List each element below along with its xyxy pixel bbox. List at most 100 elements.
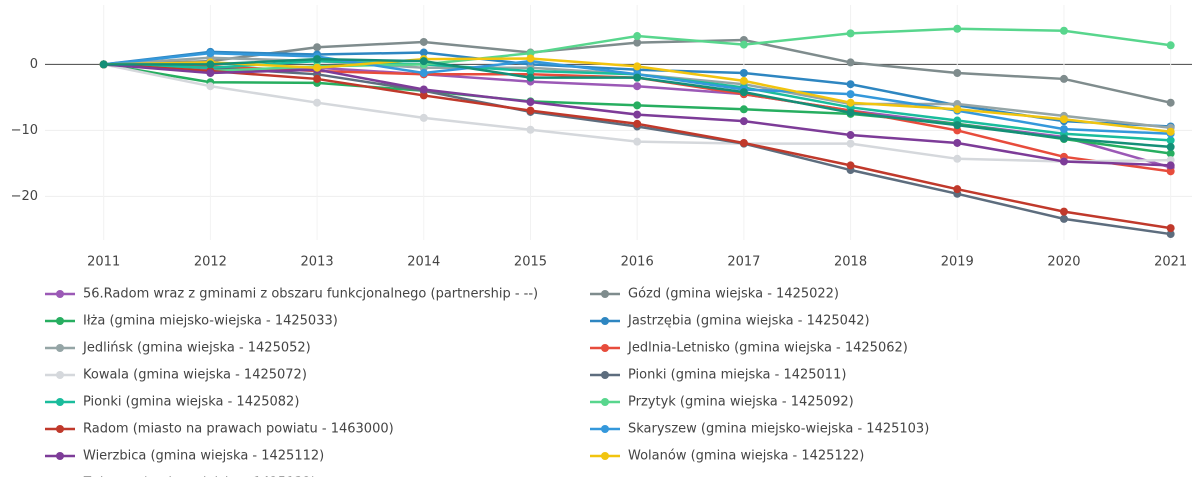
point [633, 82, 642, 91]
point [419, 57, 428, 66]
point [633, 38, 642, 47]
legend-label: Przytyk (gmina wiejska - 1425092) [628, 395, 854, 410]
point [739, 117, 748, 126]
point [313, 43, 322, 52]
legend-label: 56.Radom wraz z gminami z obszaru funkcj… [83, 287, 538, 302]
point [846, 90, 855, 99]
legend-marker [56, 290, 64, 298]
legend-marker [56, 344, 64, 352]
point [526, 73, 535, 82]
legend-label: Pionki (gmina wiejska - 1425082) [83, 395, 299, 410]
legend-marker [601, 317, 609, 325]
x-tick-label: 2015 [514, 255, 547, 270]
point [1166, 127, 1175, 136]
legend-marker [601, 398, 609, 406]
point [1059, 214, 1068, 223]
legend-marker [601, 452, 609, 460]
point [846, 29, 855, 38]
x-tick-label: 2016 [621, 255, 654, 270]
point [633, 137, 642, 146]
legend-marker [601, 290, 609, 298]
legend-label: Zakrzew (gmina wiejska - 1425132) [83, 476, 316, 477]
legend-label: Jedlińsk (gmina wiejska - 1425052) [82, 341, 311, 356]
point [739, 40, 748, 49]
x-tick-label: 2014 [407, 255, 440, 270]
legend-marker [56, 398, 64, 406]
legend-marker [601, 425, 609, 433]
point [739, 76, 748, 85]
x-tick-label: 2019 [941, 255, 974, 270]
point [313, 55, 322, 64]
point [419, 37, 428, 46]
point [1166, 224, 1175, 233]
point [419, 48, 428, 57]
point [1059, 207, 1068, 216]
point [846, 108, 855, 117]
x-tick-label: 2013 [301, 255, 334, 270]
legend-marker [56, 452, 64, 460]
legend-marker [56, 425, 64, 433]
legend-label: Skaryszew (gmina miejsko-wiejska - 14251… [628, 422, 929, 437]
point [846, 161, 855, 170]
x-tick-label: 2012 [194, 255, 227, 270]
point [739, 88, 748, 97]
point [846, 131, 855, 140]
y-tick-label: 0 [30, 57, 38, 72]
point [1059, 26, 1068, 35]
point [206, 60, 215, 69]
legend-marker [56, 371, 64, 379]
point [419, 68, 428, 77]
point [953, 154, 962, 163]
point [846, 58, 855, 67]
point [1059, 74, 1068, 83]
point [1166, 167, 1175, 176]
point [1166, 142, 1175, 151]
point [313, 63, 322, 72]
point [953, 185, 962, 194]
point [1059, 157, 1068, 166]
point [633, 62, 642, 71]
point [206, 68, 215, 77]
legend-label: Radom (miasto na prawach powiatu - 14630… [83, 422, 394, 437]
point [206, 82, 215, 91]
legend-label: Wierzbica (gmina wiejska - 1425112) [83, 449, 324, 464]
point [419, 91, 428, 100]
point [1166, 98, 1175, 107]
legend-marker [56, 317, 64, 325]
point [1059, 115, 1068, 124]
y-tick-label: −10 [11, 123, 38, 138]
point [419, 85, 428, 94]
x-tick-label: 2020 [1047, 255, 1080, 270]
point [526, 98, 535, 107]
legend-label: Jedlnia-Letnisko (gmina wiejska - 142506… [627, 341, 908, 356]
point [526, 67, 535, 76]
point [953, 24, 962, 33]
legend-label: Kowala (gmina wiejska - 1425072) [83, 368, 307, 383]
point [739, 68, 748, 77]
point [633, 101, 642, 110]
x-tick-label: 2021 [1154, 255, 1187, 270]
point [846, 139, 855, 148]
legend-label: Iłża (gmina miejsko-wiejska - 1425033) [83, 314, 338, 329]
point [1166, 136, 1175, 145]
point [419, 113, 428, 122]
point [633, 73, 642, 82]
legend-label: Gózd (gmina wiejska - 1425022) [628, 287, 839, 302]
point [1059, 125, 1068, 134]
point [1059, 134, 1068, 143]
legend-label: Jastrzębia (gmina wiejska - 1425042) [627, 314, 870, 329]
point [1166, 149, 1175, 158]
point [206, 49, 215, 58]
point [526, 125, 535, 134]
point [1166, 161, 1175, 170]
point [739, 138, 748, 147]
point [633, 119, 642, 128]
point [1166, 41, 1175, 50]
x-tick-label: 2017 [727, 255, 760, 270]
point [313, 74, 322, 83]
y-tick-label: −20 [11, 189, 38, 204]
legend-marker [601, 344, 609, 352]
legend-label: Pionki (gmina miejska - 1425011) [628, 368, 846, 383]
point [953, 138, 962, 147]
